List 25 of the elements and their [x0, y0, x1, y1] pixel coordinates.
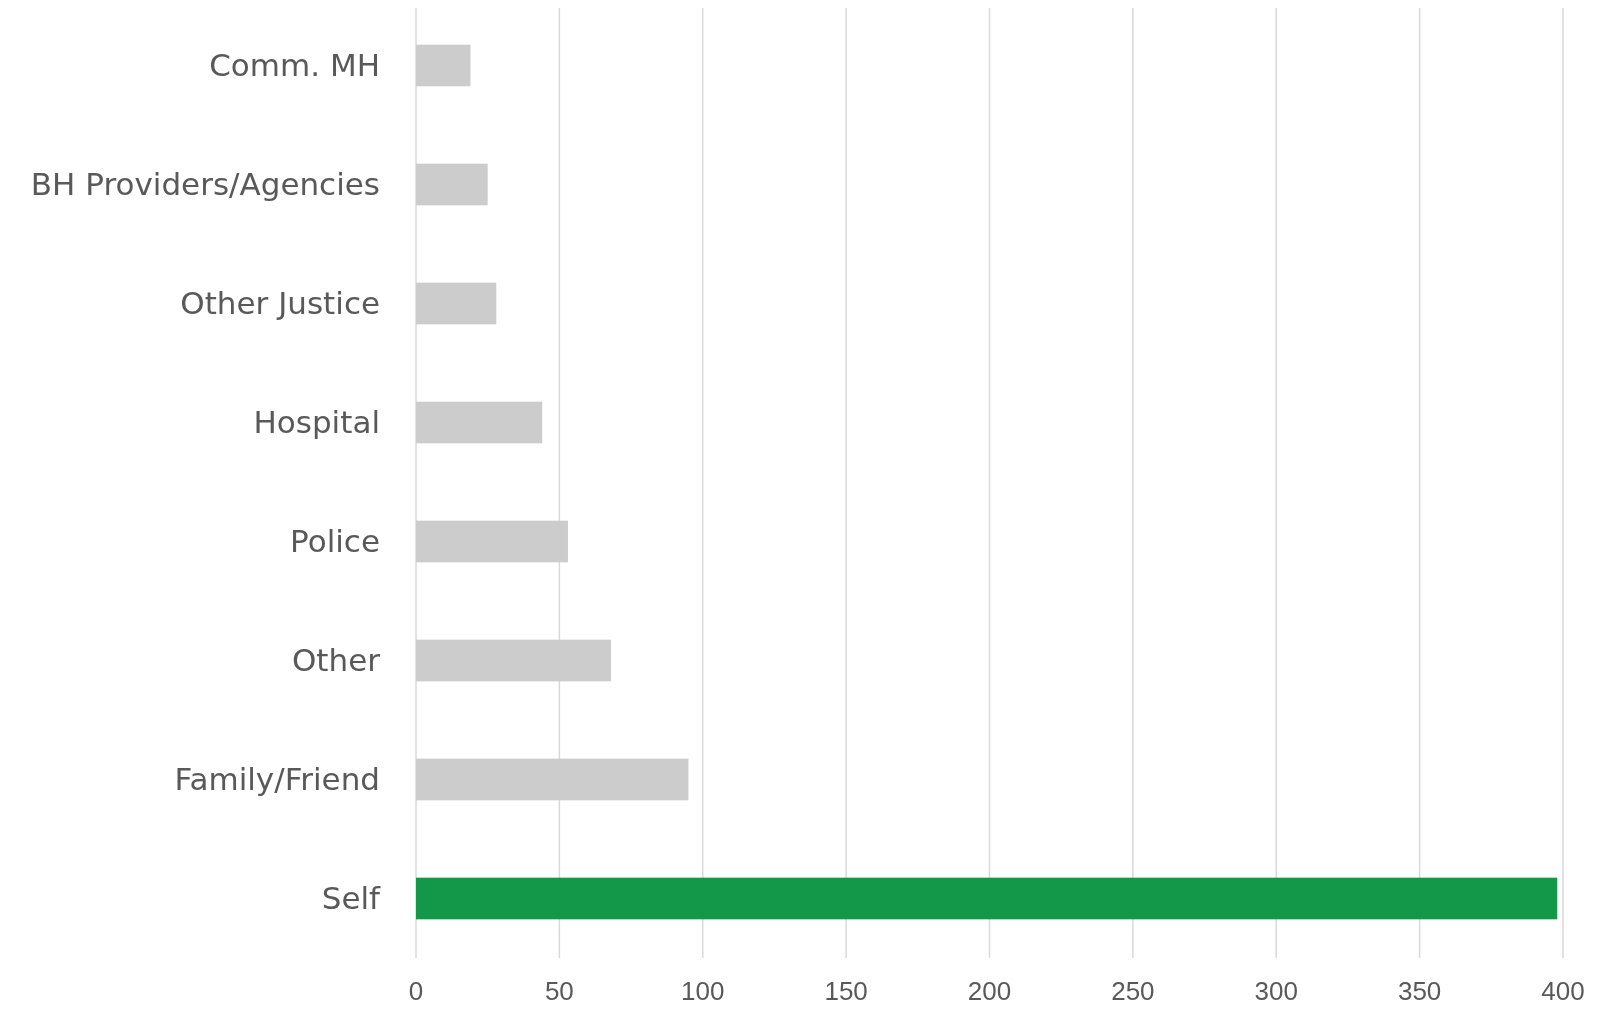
y-tick-label: Hospital: [253, 404, 380, 441]
y-tick-label: Other Justice: [180, 285, 380, 322]
bar: [416, 877, 1558, 920]
x-tick-label: 250: [1111, 976, 1155, 1006]
bar: [416, 282, 497, 325]
bar: [416, 44, 471, 87]
bar: [416, 401, 543, 444]
x-tick-label: 100: [681, 976, 725, 1006]
y-tick-label: Family/Friend: [174, 761, 380, 798]
y-tick-label: BH Providers/Agencies: [30, 166, 380, 203]
bar: [416, 163, 488, 206]
x-tick-label: 50: [544, 976, 574, 1006]
y-tick-label: Comm. MH: [209, 47, 380, 84]
bar: [416, 639, 611, 682]
bar: [416, 520, 568, 563]
x-tick-label: 400: [1541, 976, 1585, 1006]
x-tick-label: 300: [1254, 976, 1298, 1006]
x-tick-label: 150: [824, 976, 868, 1006]
x-tick-label: 0: [408, 976, 424, 1006]
y-tick-label: Police: [290, 523, 380, 560]
y-tick-label: Self: [321, 880, 382, 917]
x-tick-label: 200: [967, 976, 1012, 1006]
y-tick-label: Other: [291, 642, 381, 679]
x-tick-label: 350: [1397, 976, 1442, 1006]
bar: [416, 758, 689, 801]
